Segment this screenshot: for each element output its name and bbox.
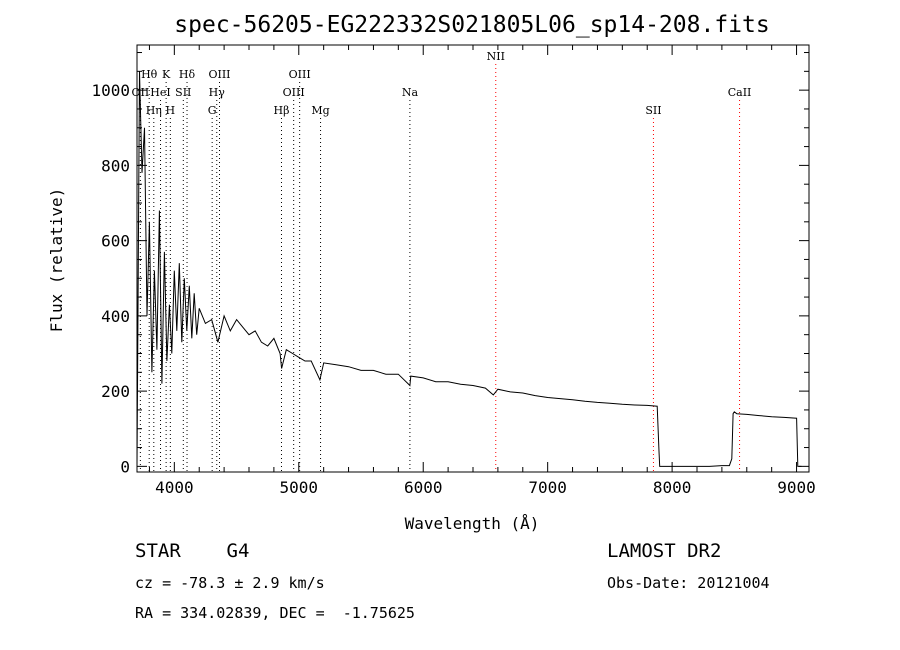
spectral-line-label: Hθ <box>141 68 158 81</box>
spectral-line-label: Hβ <box>274 104 290 117</box>
spectral-line-label: SII <box>175 86 191 99</box>
spectral-line-label: Mg <box>311 104 329 117</box>
spectral-line-label: K <box>162 68 171 81</box>
x-tick-label: 8000 <box>653 478 692 497</box>
y-tick-label: 0 <box>120 457 130 476</box>
spectral-line-label: NII <box>487 50 505 63</box>
spectrum-series-line <box>136 71 802 467</box>
spectral-line-label: G <box>208 104 217 117</box>
y-tick-label: 800 <box>101 156 130 175</box>
y-tick-label: 600 <box>101 232 130 251</box>
x-tick-label: 6000 <box>404 478 443 497</box>
x-tick-label: 5000 <box>280 478 319 497</box>
x-axis-label: Wavelength (Å) <box>405 514 540 533</box>
y-tick-label: 200 <box>101 382 130 401</box>
spectral-line-label: Hη <box>146 104 162 117</box>
survey-name: LAMOST DR2 <box>607 540 722 562</box>
plot-frame <box>136 44 810 473</box>
y-tick-label: 400 <box>101 307 130 326</box>
spectral-line-label: Na <box>402 86 419 99</box>
spectral-line-label: CaII <box>728 86 752 99</box>
spectral-line-label: Hδ <box>179 68 196 81</box>
spectral-line-label: OIII <box>208 68 230 81</box>
x-tick-label: 4000 <box>155 478 194 497</box>
observation-date: Obs-Date: 20121004 <box>607 574 770 592</box>
spectral-line-label: Hγ <box>209 86 226 99</box>
chart-title: spec-56205-EG222332S021805L06_sp14-208.f… <box>174 12 769 38</box>
spectral-line-label: OIII <box>283 86 305 99</box>
spectral-line-label: HeI <box>150 86 170 99</box>
spectral-line-label: OIII <box>289 68 311 81</box>
x-tick-label: 9000 <box>777 478 816 497</box>
y-axis-label: Flux (relative) <box>47 188 66 333</box>
x-tick-label: 7000 <box>528 478 567 497</box>
coordinates: RA = 334.02839, DEC = -1.75625 <box>135 604 415 622</box>
spectral-line-label: SII <box>645 104 661 117</box>
redshift-velocity: cz = -78.3 ± 2.9 km/s <box>135 574 325 592</box>
spectral-line-label: H <box>166 104 176 117</box>
y-tick-label: 1000 <box>91 81 130 100</box>
object-class: STAR G4 <box>135 540 250 562</box>
